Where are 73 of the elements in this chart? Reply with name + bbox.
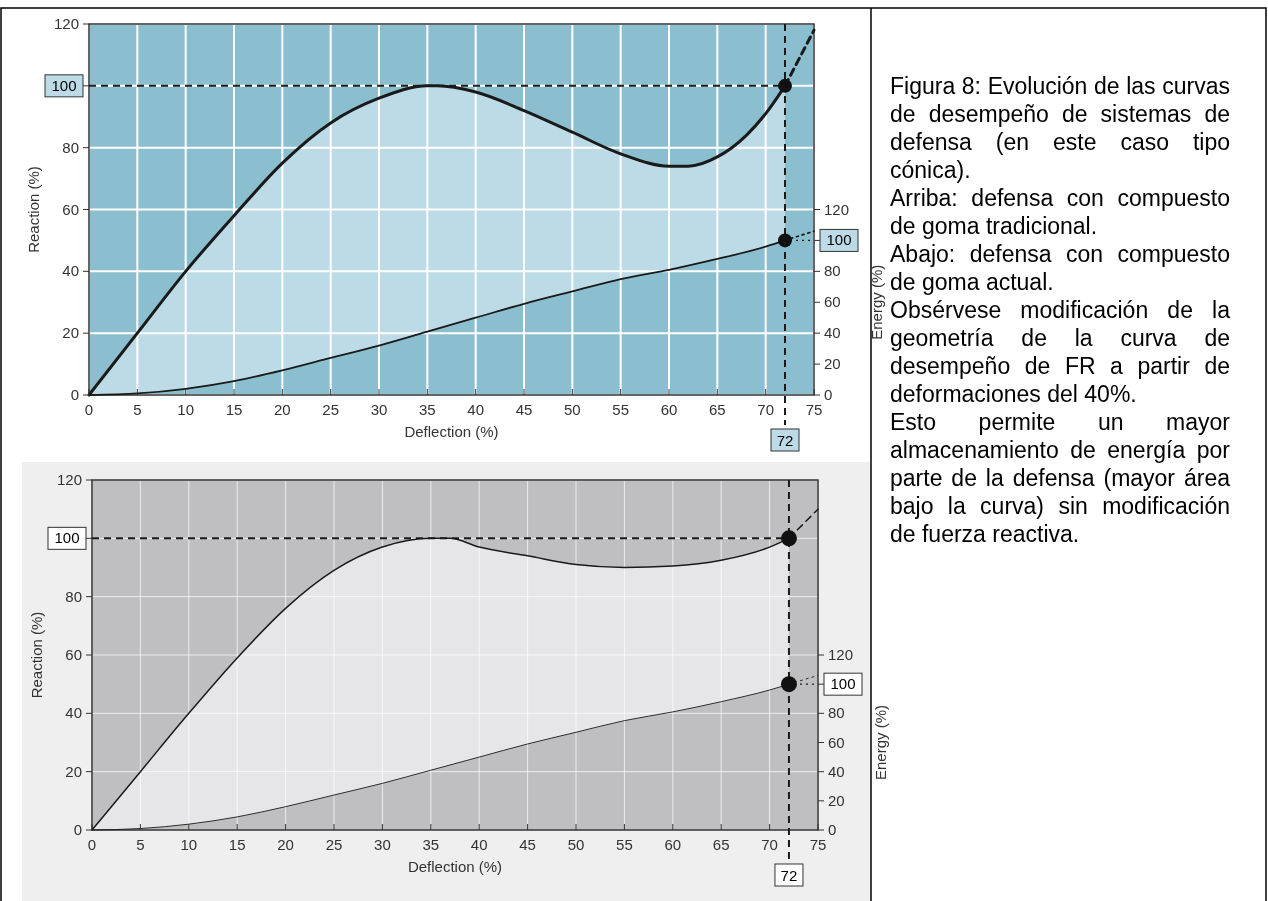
x-tick-label: 0 [84,401,94,418]
y-tick-label: 20 [62,324,79,342]
ref-line-label: 100 [826,231,852,249]
y2-tick-label: 20 [824,355,841,373]
x-tick-label: 65 [712,836,730,853]
y2-tick-label: 0 [828,821,837,838]
x-tick-label: 35 [422,836,440,853]
y2-tick-label: 80 [828,704,845,722]
y-tick-label: 0 [73,821,82,838]
x-tick-label: 55 [612,401,630,418]
x-tick-label: 35 [418,401,436,418]
x-axis-title: Deflection (%) [407,858,503,875]
x-tick-label: 40 [467,401,485,418]
ref-line-label: 100 [54,529,80,547]
y2-tick-label: 0 [824,386,833,403]
y2-tick-label: 80 [824,262,841,280]
ref-line-label: 72 [776,432,794,449]
text: Esto permite un mayor almacenamiento de energía por parte de la defensa (mayor área bajo la curva) sin modificación de fuerza reactiva. [890,408,1230,548]
text: Figura 8: Evolución de las curvas de desempeño de sistemas de defensa (en este caso tipo cónica). [890,72,1230,184]
y2-tick-label: 60 [828,733,845,751]
y-tick-label: 40 [65,704,82,722]
x-tick-label: 25 [325,836,343,853]
y-tick-label: 80 [62,138,79,156]
text: Abajo: defensa con compuesto de goma actual. [890,240,1230,296]
x-tick-label: 75 [805,401,823,418]
ref-line-label: 100 [830,675,856,693]
y2-tick-label: 60 [824,293,841,311]
y2-tick-label: 120 [824,200,850,218]
y-tick-label: 120 [53,15,79,32]
x-tick-label: 15 [228,836,246,853]
x-tick-label: 5 [136,836,145,853]
y-axis-title: Reaction (%) [28,611,45,699]
x-tick-label: 10 [180,836,198,853]
y2-axis-title: Energy (%) [868,264,885,340]
y-tick-label: 60 [65,646,82,663]
y-axis-title: Reaction (%) [25,166,42,253]
x-tick-label: 55 [616,836,633,853]
x-tick-label: 30 [370,401,388,418]
y2-tick-label: 40 [824,324,841,342]
x-tick-label: 5 [133,401,142,418]
x-tick-label: 45 [515,401,533,418]
y-tick-label: 40 [62,262,79,280]
x-tick-label: 50 [563,401,581,418]
y2-axis-title: Energy (%) [872,704,889,781]
x-tick-label: 70 [761,836,778,853]
x-tick-label: 40 [470,836,488,853]
x-tick-label: 20 [273,401,291,418]
x-axis-title: Deflection (%) [404,423,499,440]
x-tick-label: 75 [809,836,827,853]
y-tick-label: 120 [56,471,82,488]
text: Arriba: defensa con compuesto de goma tradicional. [890,184,1230,240]
y2-tick-label: 120 [828,646,854,663]
y-tick-label: 0 [70,386,79,403]
y-tick-label: 20 [65,762,82,780]
x-tick-label: 50 [567,836,585,853]
x-tick-label: 60 [664,836,682,853]
x-tick-label: 45 [519,836,536,853]
ref-line-label: 72 [780,867,798,884]
y2-tick-label: 40 [828,762,845,780]
ref-line-label: 100 [51,76,77,94]
x-tick-label: 70 [757,401,775,418]
x-tick-label: 65 [708,401,726,418]
x-tick-label: 15 [225,401,243,418]
x-tick-label: 0 [87,836,97,853]
x-tick-label: 30 [374,836,391,853]
text: Obsérvese modificación de la geometría de la curva de desempeño de FR a partir de deformaciones del 40%. [890,296,1230,408]
x-tick-label: 10 [177,401,195,418]
y-tick-label: 60 [62,200,79,218]
x-tick-label: 25 [322,401,340,418]
y-tick-label: 80 [65,587,82,605]
y2-tick-label: 20 [828,791,845,809]
x-tick-label: 20 [277,836,294,853]
x-tick-label: 60 [660,401,678,418]
